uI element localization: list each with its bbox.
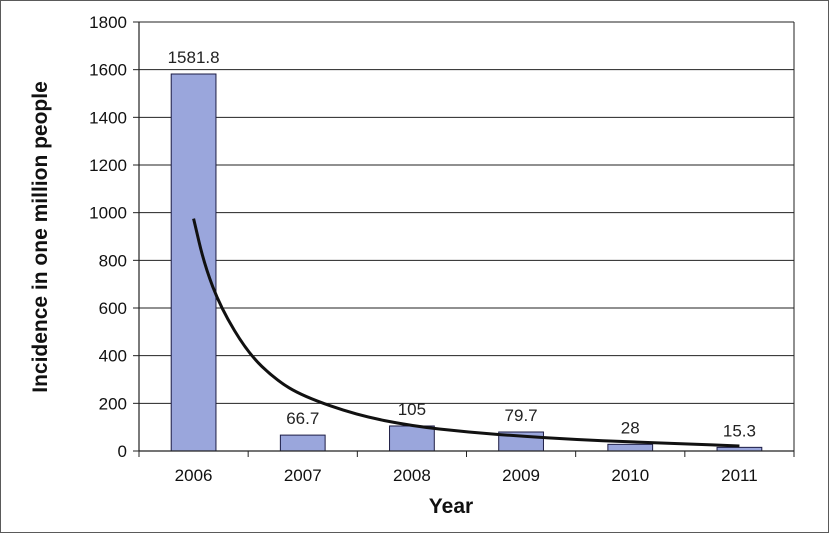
axes [138, 22, 795, 452]
data-label: 66.7 [286, 409, 319, 428]
y-tick-label: 1400 [89, 108, 127, 127]
bars [170, 73, 763, 452]
data-labels: 1581.8 66.7 105 79.7 28 15.3 [168, 48, 756, 440]
data-label: 105 [398, 400, 426, 419]
y-tick-label: 1000 [89, 204, 127, 223]
data-label: 28 [621, 418, 640, 437]
x-tick-label: 2011 [721, 466, 758, 485]
x-tick-labels: 2006 2007 2008 2009 2010 2011 [175, 466, 758, 485]
data-label: 1581.8 [168, 48, 220, 67]
x-tick-label: 2008 [393, 466, 431, 485]
x-tick-label: 2007 [284, 466, 322, 485]
y-tick-label: 400 [99, 347, 127, 366]
bar [170, 73, 217, 452]
x-tick-label: 2006 [175, 466, 213, 485]
gridlines [133, 21, 795, 457]
bar [607, 443, 654, 452]
y-tick-label: 200 [99, 394, 127, 413]
bar [279, 434, 326, 452]
y-tick-label: 1200 [89, 156, 127, 175]
y-tick-label: 800 [99, 251, 127, 270]
data-label: 79.7 [505, 406, 538, 425]
x-tick-label: 2010 [611, 466, 649, 485]
y-tick-label: 1800 [89, 13, 127, 32]
y-tick-label: 600 [99, 299, 127, 318]
y-tick-label: 1600 [89, 61, 127, 80]
y-axis-title: Incidence in one million people [29, 81, 52, 393]
y-tick-label: 0 [118, 442, 127, 461]
trendline [192, 218, 740, 448]
x-tick-label: 2009 [502, 466, 540, 485]
y-tick-labels: 0 200 400 600 800 1000 1200 1400 1600 1800 [89, 13, 127, 461]
x-axis-title: Year [429, 495, 473, 518]
data-label: 15.3 [723, 421, 756, 440]
bar [389, 425, 435, 452]
